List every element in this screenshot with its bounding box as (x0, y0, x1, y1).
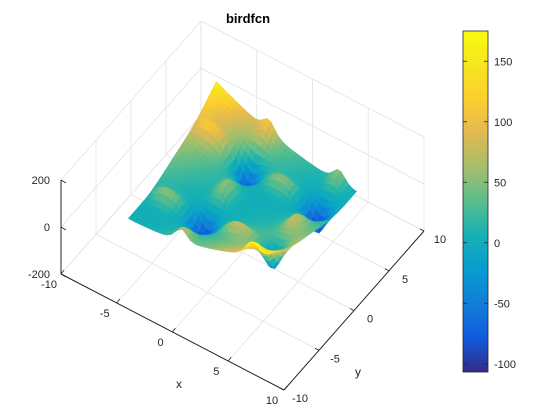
x-ticks: -10 -5 0 5 10 (41, 269, 288, 407)
z-tick-mark (60, 273, 67, 278)
surface-plot (128, 80, 357, 269)
y-tick-label: -5 (330, 353, 340, 365)
y-tick-mark (279, 387, 285, 391)
grid-line (95, 233, 320, 351)
colorbar: -100 -50 0 50 100 150 (462, 30, 516, 373)
colorbar-tick-label: -100 (494, 359, 516, 371)
z-tick-label: -200 (28, 269, 50, 281)
x-tick-label: -5 (100, 308, 110, 320)
colorbar-tick-label: -50 (494, 298, 510, 310)
z-tick-mark (60, 179, 67, 184)
colorbar-ticks: -100 -50 0 50 100 150 (463, 56, 516, 371)
colorbar-fill (462, 30, 489, 373)
y-axis-label: y (355, 365, 361, 379)
z-tick-label: 200 (32, 175, 50, 187)
y-tick-mark (349, 308, 355, 311)
grid-line (60, 20, 202, 181)
y-tick-mark (384, 268, 390, 272)
x-tick-label: -10 (41, 279, 57, 291)
z-ticks: -200 0 200 (28, 175, 67, 281)
colorbar-tick-label: 100 (494, 117, 512, 129)
y-tick-label: -10 (292, 393, 308, 405)
z-tick-label: 0 (44, 222, 50, 234)
colorbar-tick-label: 50 (494, 177, 506, 189)
x-tick-mark (116, 298, 121, 304)
axes-front: -10 -5 0 5 10 -10 -5 0 5 10 -200 0 200 x y (28, 175, 446, 407)
grid-line (200, 67, 425, 185)
x-tick-mark (172, 327, 176, 333)
colorbar-tick-label: 150 (494, 56, 512, 68)
y-tick-label: 0 (367, 314, 373, 326)
y-tick-label: 5 (402, 274, 408, 286)
colorbar-tick-label: 0 (494, 238, 500, 250)
x-tick-mark (60, 269, 65, 275)
x-axis-label: x (176, 377, 182, 391)
y-tick-mark (314, 347, 320, 351)
x-tick-mark (283, 385, 288, 391)
y-tick-label: 10 (434, 234, 446, 246)
surface-patch (264, 252, 272, 255)
grid-line (200, 20, 425, 138)
x-tick-label: 10 (266, 395, 278, 407)
x-tick-mark (227, 356, 232, 362)
grid-line (60, 67, 202, 228)
z-tick-mark (60, 226, 67, 231)
y-ticks: -10 -5 0 5 10 (279, 228, 446, 405)
x-tick-label: 5 (213, 366, 219, 378)
y-tick-mark (419, 228, 425, 232)
x-tick-label: 0 (157, 337, 163, 349)
chart-title: birdfcn (226, 11, 270, 26)
